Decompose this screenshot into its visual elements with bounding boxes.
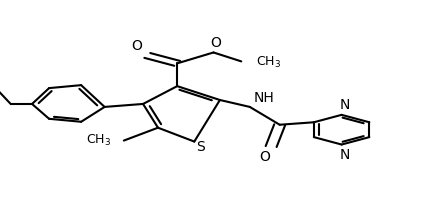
Text: CH$_3$: CH$_3$	[86, 133, 111, 148]
Text: N: N	[339, 98, 349, 112]
Text: O: O	[210, 35, 221, 50]
Text: NH: NH	[253, 91, 274, 105]
Text: O: O	[259, 150, 270, 165]
Text: CH$_3$: CH$_3$	[256, 55, 281, 70]
Text: N: N	[339, 148, 349, 162]
Text: S: S	[196, 140, 204, 153]
Text: O: O	[131, 39, 142, 53]
